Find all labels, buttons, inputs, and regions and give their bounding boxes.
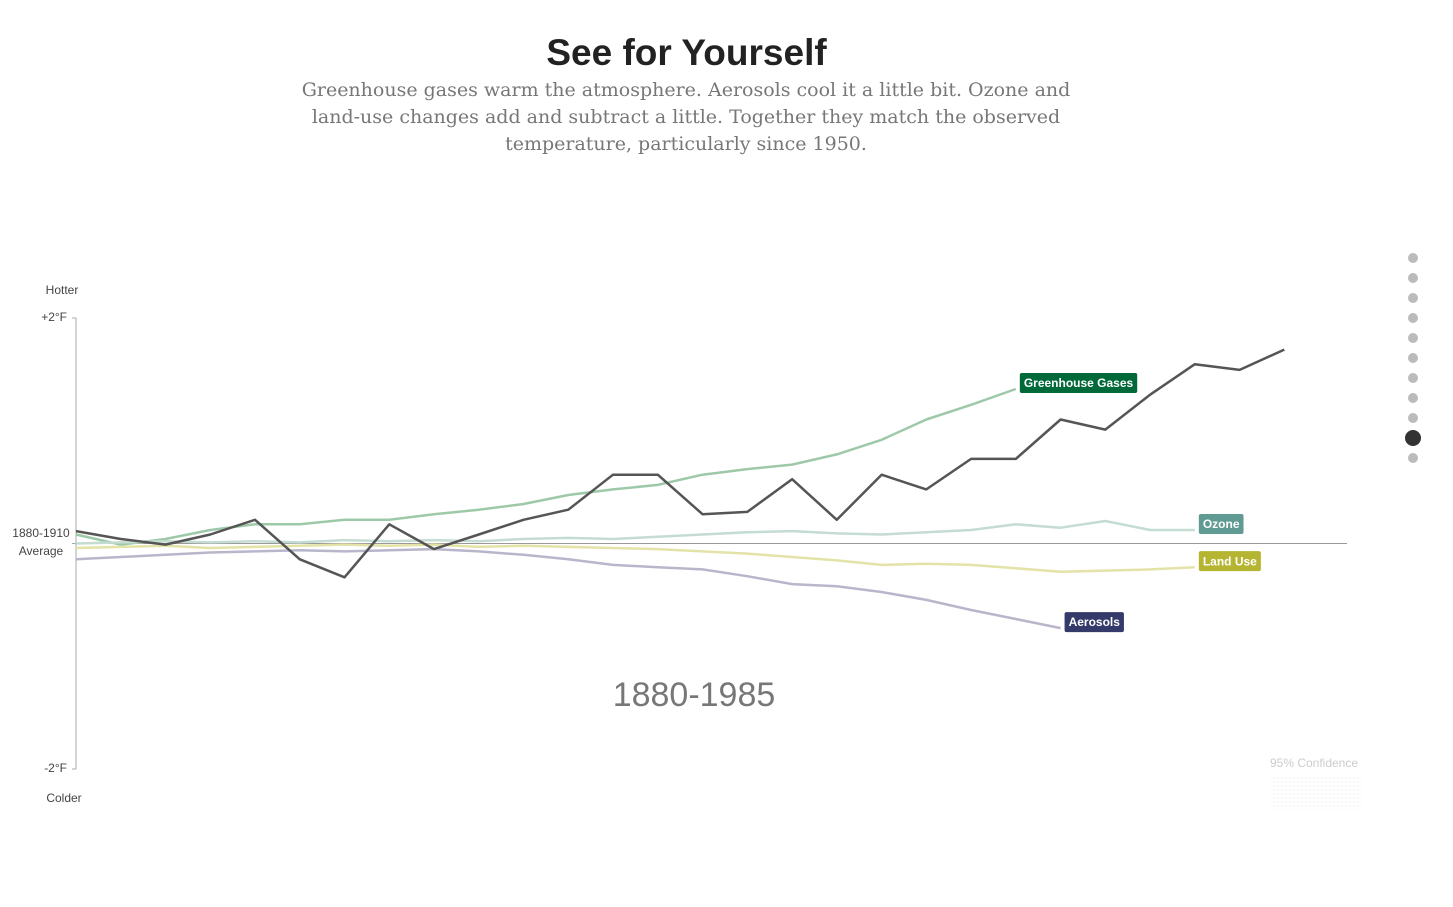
series-label: Land Use bbox=[1198, 551, 1261, 572]
confidence-swatch bbox=[1270, 776, 1362, 810]
series-line bbox=[75, 519, 1195, 545]
series-label: Ozone bbox=[1198, 513, 1244, 534]
nav-dot[interactable] bbox=[1408, 413, 1418, 423]
series-label-text: Aerosols bbox=[1069, 615, 1121, 629]
nav-dot[interactable] bbox=[1408, 353, 1418, 363]
title: See for Yourself bbox=[546, 32, 827, 73]
nav-dot[interactable] bbox=[1408, 333, 1418, 343]
series-label-box bbox=[1019, 373, 1138, 394]
nav-dot[interactable] bbox=[1408, 273, 1418, 283]
series-label-box bbox=[1064, 612, 1124, 633]
nav-dot[interactable] bbox=[1408, 373, 1418, 383]
series-line bbox=[75, 348, 1285, 579]
series-label-box bbox=[1198, 551, 1261, 572]
series-labels: Greenhouse Gases Ozone Land Use Aerosols bbox=[1019, 373, 1261, 633]
series-line bbox=[75, 543, 1195, 573]
nav-dot[interactable] bbox=[1408, 313, 1418, 323]
confidence-label: 95% Confidence bbox=[1270, 756, 1358, 770]
colder-label: Colder bbox=[46, 791, 81, 805]
series-label-text: Greenhouse Gases bbox=[1024, 376, 1134, 390]
series-label: Aerosols bbox=[1064, 612, 1124, 633]
y-tick-label: -2°F bbox=[44, 761, 67, 775]
subtitle: Greenhouse gases warm the atmosphere. Ae… bbox=[301, 79, 1071, 155]
nav-dot[interactable] bbox=[1408, 293, 1418, 303]
nav-dot[interactable] bbox=[1408, 453, 1418, 463]
nav-dot[interactable] bbox=[1408, 253, 1418, 263]
series-label-box bbox=[1198, 513, 1244, 534]
hotter-label: Hotter bbox=[46, 283, 79, 297]
period-label: 1880-1985 bbox=[613, 676, 776, 714]
lines bbox=[75, 348, 1285, 630]
y-tick-label: +2°F bbox=[41, 310, 67, 324]
nav-dot-active[interactable] bbox=[1405, 430, 1421, 446]
nav-dot[interactable] bbox=[1408, 393, 1418, 403]
series-label: Greenhouse Gases bbox=[1019, 373, 1138, 394]
y-tick-label: 1880-1910 Average bbox=[12, 525, 70, 558]
series-line bbox=[75, 387, 1017, 546]
series-label-text: Land Use bbox=[1203, 554, 1257, 568]
series-line bbox=[75, 547, 1061, 630]
series-label-text: Ozone bbox=[1203, 517, 1240, 531]
nav-dots bbox=[1405, 253, 1421, 463]
